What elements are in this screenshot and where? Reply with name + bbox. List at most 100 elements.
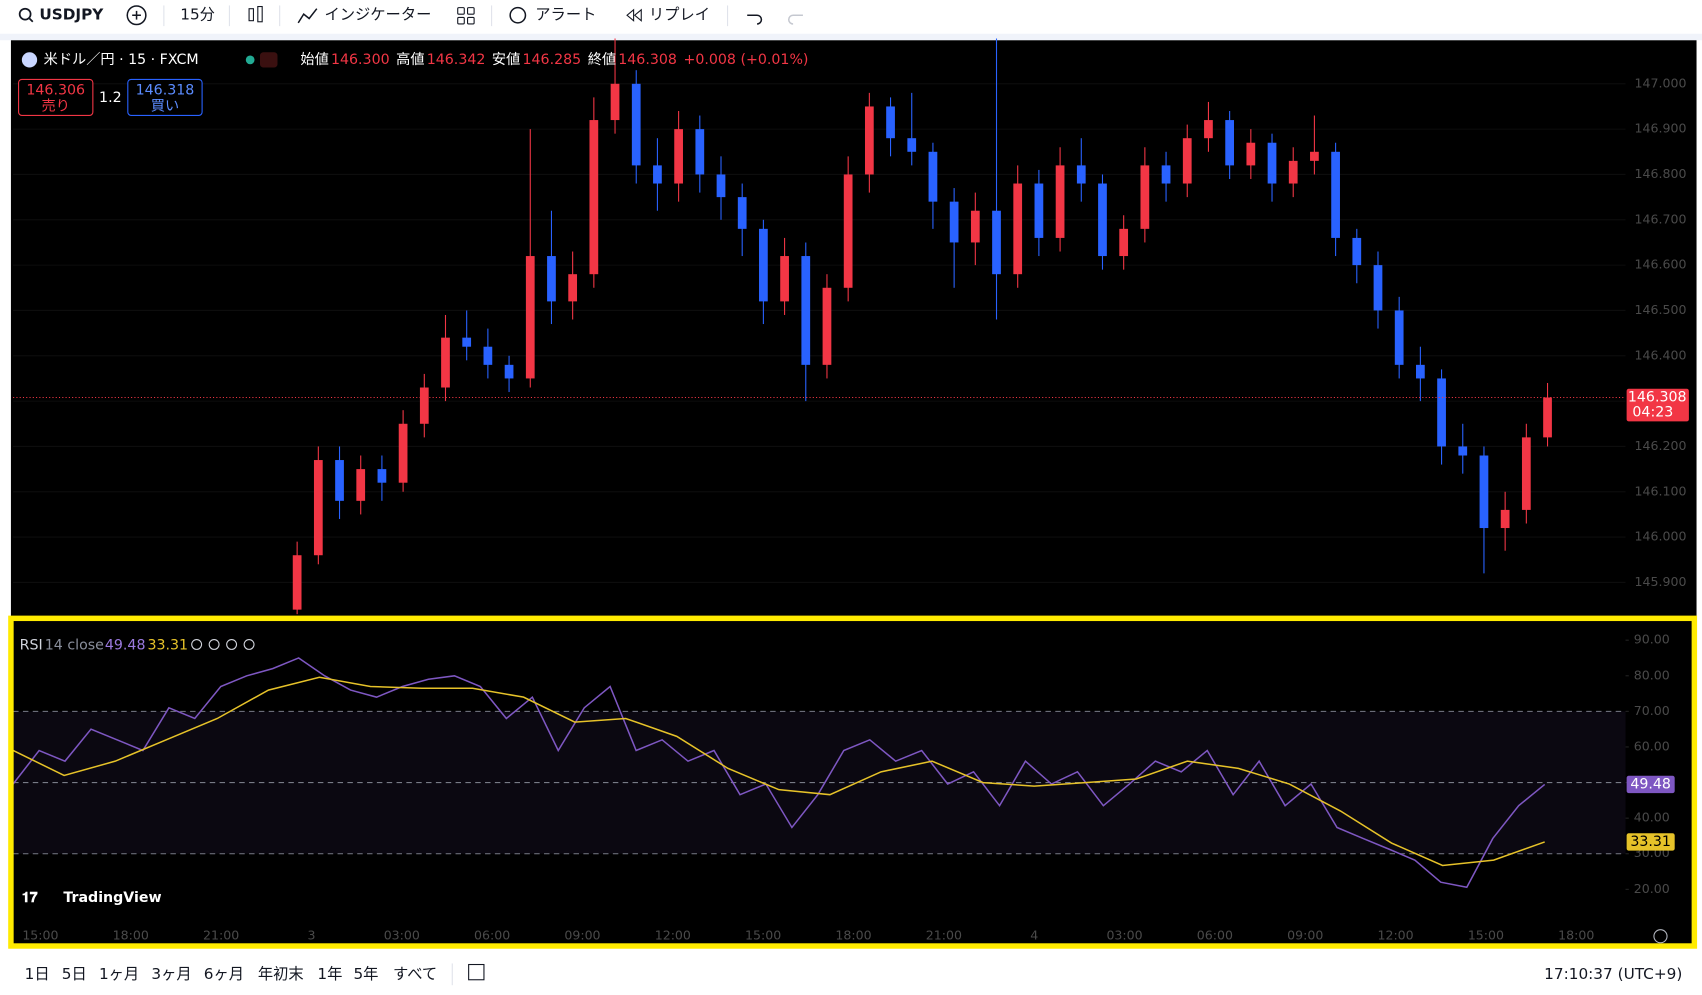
range-button[interactable]: 6ヶ月	[204, 965, 244, 983]
add-symbol[interactable]	[126, 5, 147, 26]
date-range-icon[interactable]	[468, 963, 485, 981]
range-button[interactable]: 5年	[353, 965, 378, 983]
x-tick-label: 12:00	[655, 928, 691, 943]
candle-body	[1416, 364, 1425, 379]
y-tick-label: 146.400	[1635, 347, 1687, 362]
rsi-line	[12, 657, 1546, 889]
y-tick-label: 146.700	[1635, 211, 1687, 226]
range-button[interactable]: 1日	[25, 965, 50, 983]
toolbar: USDJPY 15分 インジケーター アラート リプレイ	[18, 5, 803, 27]
candle-body	[1013, 183, 1023, 275]
candle-body	[1437, 378, 1446, 447]
redo-button[interactable]	[787, 14, 803, 25]
replay-button[interactable]: リプレイ	[649, 6, 710, 24]
alert-button[interactable]: アラート	[535, 6, 596, 24]
settings-icon[interactable]	[1653, 929, 1668, 944]
countdown: 04:23	[1632, 405, 1673, 421]
candle-body	[1373, 265, 1383, 311]
y-tick-label: 20.00	[1634, 881, 1670, 896]
candle-body	[949, 201, 959, 243]
price-pane: 145.900 146.000 146.100 146.200 146.300 146.4…	[13, 38, 1689, 615]
undo-button[interactable]	[747, 14, 763, 25]
spread: 1.2	[99, 90, 122, 106]
candle-body	[674, 129, 683, 184]
candle-body	[547, 256, 556, 302]
icon[interactable]	[208, 639, 220, 650]
y-tick-label: 60.00	[1634, 738, 1670, 753]
ohlc-legend: 始値 146.300 高値 146.342 安値 146.285 終値 146.308 +0.0…	[300, 51, 808, 68]
status-badge	[259, 52, 278, 68]
buy-button[interactable]	[127, 78, 203, 116]
interval[interactable]: 15分	[180, 6, 215, 24]
icon[interactable]	[243, 639, 255, 650]
flag-icon	[21, 52, 38, 68]
chart-area	[10, 40, 1697, 949]
y-tick-label: 146.900	[1635, 121, 1687, 136]
ohlc-label: 高値	[396, 51, 424, 68]
candle-body	[886, 106, 895, 139]
y-tick-label: 80.00	[1634, 667, 1670, 682]
indicators-button[interactable]: インジケーター	[324, 6, 431, 24]
candle-body	[462, 337, 472, 347]
x-tick-label: 4	[1030, 928, 1038, 943]
candle-body	[1458, 446, 1468, 456]
sell-button[interactable]	[18, 78, 94, 116]
candle-body	[441, 337, 450, 388]
candle-body	[780, 256, 789, 302]
x-tick-label: 03:00	[1106, 928, 1142, 943]
range-button[interactable]: すべて	[393, 965, 437, 983]
layout-icon	[467, 16, 475, 25]
candle-body	[928, 151, 938, 202]
layout-icon[interactable]	[457, 7, 465, 15]
range-button[interactable]: 5日	[62, 965, 87, 983]
ohlc-label: 始値	[300, 52, 328, 68]
rsi-value: 49.48	[105, 638, 146, 654]
candle-body	[716, 174, 726, 198]
candle-body	[631, 83, 641, 166]
sell-label: 売り	[42, 99, 70, 115]
x-tick-label: 15:00	[1468, 928, 1504, 943]
candle-body	[864, 106, 874, 175]
candle-body	[1288, 160, 1298, 184]
icon[interactable]	[191, 639, 203, 650]
y-tick-label: 90.00	[1634, 632, 1670, 647]
search-icon[interactable]	[18, 7, 32, 21]
range-button[interactable]: 3ヶ月	[151, 965, 191, 983]
candle-body	[843, 174, 853, 288]
chart-type-icon[interactable]	[248, 8, 254, 22]
candle-body	[822, 287, 832, 365]
x-tick-label: 15:00	[22, 928, 58, 943]
toolbar-divider	[0, 33, 1702, 41]
icon[interactable]	[226, 639, 238, 650]
highlight-frame	[8, 615, 1698, 949]
candle-body	[1225, 120, 1235, 166]
replay-icon	[633, 8, 642, 22]
ohlc-label: 安値	[492, 52, 520, 68]
range-button[interactable]: 1ヶ月	[99, 965, 139, 983]
last-price-box	[1626, 388, 1689, 422]
ohlc-value: 146.285	[523, 52, 582, 68]
value-box	[1626, 833, 1675, 851]
candle-body	[695, 129, 705, 175]
x-tick-label: 09:00	[1287, 928, 1323, 943]
candle-body	[1140, 165, 1150, 229]
candle-body	[1479, 455, 1489, 529]
x-tick-label: 06:00	[474, 928, 510, 943]
rsi-ma-value: 33.31	[147, 638, 188, 654]
bottom-bar: 1日 5日 1ヶ月 3ヶ月 6ヶ月 年初末 1年 5年 すべて	[0, 952, 1702, 995]
candle-body	[356, 469, 366, 501]
sell-price: 146.306	[26, 82, 85, 98]
ohlc-value: 146.342	[427, 52, 486, 68]
range-button[interactable]: 年初末	[258, 965, 304, 983]
symbol-title: 米ドル／円 · 15 · FXCM	[44, 52, 199, 68]
ohlc-value: 146.300	[331, 52, 390, 68]
candle-body	[1182, 138, 1192, 184]
candle-body	[313, 460, 323, 556]
candle-body	[419, 387, 429, 424]
x-tick-label: 18:00	[835, 928, 871, 943]
symbol[interactable]: USDJPY	[39, 6, 104, 24]
candle-body	[1543, 397, 1552, 438]
range-button[interactable]: 1年	[317, 965, 342, 983]
candle-body	[1246, 142, 1256, 166]
